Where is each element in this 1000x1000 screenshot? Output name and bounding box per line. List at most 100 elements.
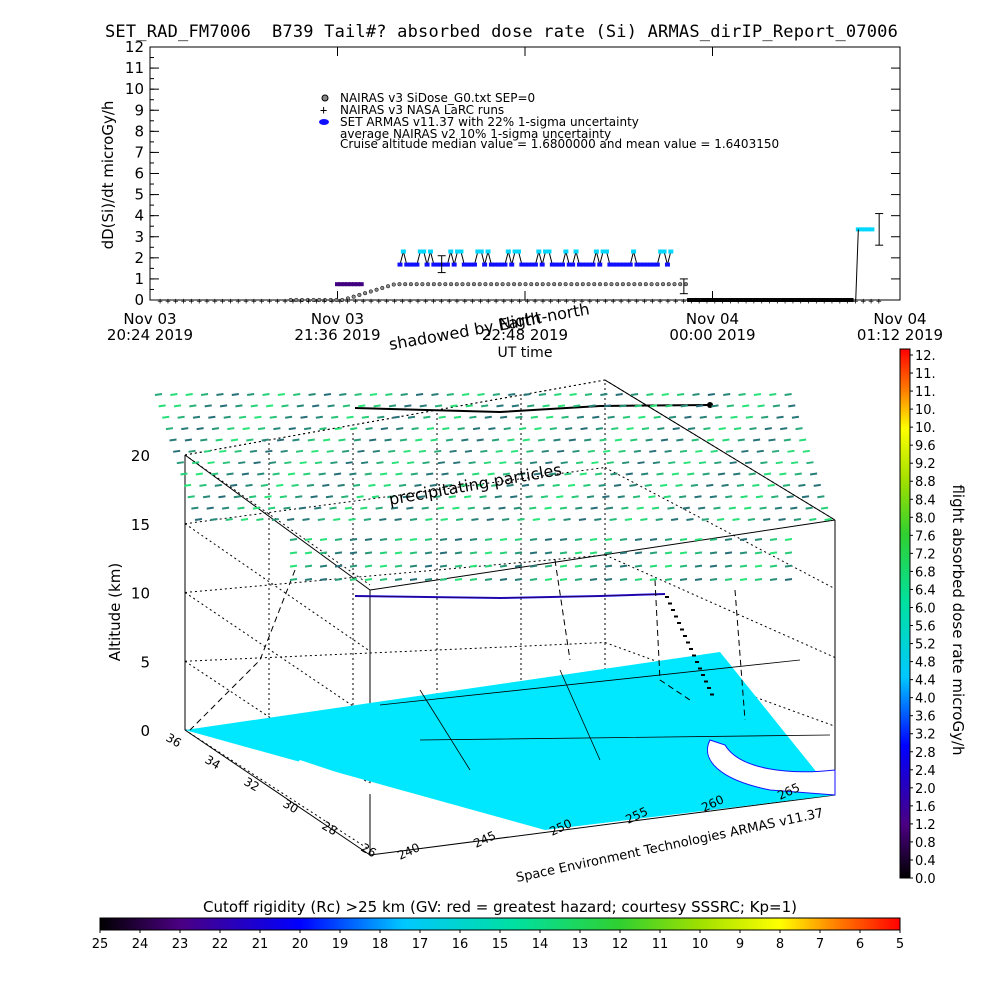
grid-line — [184, 467, 606, 525]
colorbar-right-tick-label: 4.8 — [915, 656, 936, 671]
particle-dash — [271, 518, 279, 521]
armas-point — [869, 227, 875, 232]
particle-dash — [695, 404, 704, 408]
armas-point — [549, 262, 555, 267]
particle-dash — [394, 551, 403, 555]
descent-point — [668, 602, 672, 605]
particle-dash — [334, 578, 343, 581]
particle-dash — [377, 415, 385, 419]
particle-dash — [206, 506, 214, 510]
armas-point — [768, 298, 773, 302]
particle-dash — [276, 438, 285, 442]
nairas-point — [368, 289, 373, 294]
descent-point — [677, 622, 681, 624]
y-axis-label: dD(Si)/dt microGy/h — [99, 101, 117, 250]
particle-dash — [480, 404, 489, 408]
particle-dash — [559, 551, 568, 555]
colorbar-bottom-tick-label: 11 — [652, 937, 669, 952]
particle-dash — [679, 449, 688, 453]
armas-point — [468, 262, 474, 267]
particle-dash — [364, 472, 372, 476]
nairas-point — [666, 282, 671, 287]
particle-dash — [590, 506, 598, 510]
armas-point — [404, 262, 410, 267]
armas-point — [697, 298, 702, 302]
particle-dash — [613, 483, 622, 487]
particle-dash — [495, 449, 503, 453]
x-tick-label: 21:36 2019 — [294, 326, 380, 344]
armas-point — [522, 262, 528, 267]
armas-point — [727, 298, 732, 302]
particle-dash — [663, 495, 671, 499]
nairas-point — [460, 282, 465, 287]
particle-dash — [441, 472, 449, 476]
particle-dash — [169, 438, 177, 442]
particle-dash — [437, 461, 446, 465]
particle-dash — [634, 538, 643, 541]
larc-point: + — [228, 297, 234, 307]
larc-point: + — [634, 297, 640, 307]
larc-point: + — [415, 297, 421, 307]
particle-dash — [602, 495, 610, 499]
larc-point: + — [681, 297, 687, 307]
particle-dash — [589, 564, 598, 568]
colorbar-bottom-tick-label: 13 — [572, 937, 589, 952]
particle-dash — [494, 495, 503, 499]
armas-point — [690, 298, 695, 302]
particle-dash — [439, 538, 448, 541]
particle-dash — [372, 449, 380, 453]
particle-dash — [293, 393, 301, 396]
armas-point — [431, 262, 437, 267]
particle-dash — [439, 564, 448, 568]
particle-dash — [455, 518, 464, 521]
particle-dash — [192, 461, 200, 465]
particle-dash — [426, 472, 434, 476]
larc-point: + — [267, 297, 273, 307]
particle-dash — [254, 415, 262, 419]
armas-point — [761, 298, 766, 302]
larc-point: + — [868, 297, 874, 307]
drop-line — [554, 559, 571, 661]
particle-dash — [303, 427, 312, 431]
particle-dash — [724, 564, 733, 568]
particle-dash — [514, 578, 523, 581]
particle-dash — [607, 415, 615, 419]
particle-dash — [610, 472, 618, 476]
armas-point — [664, 262, 670, 267]
x-tick-label: 01:12 2019 — [857, 326, 943, 344]
particle-dash — [453, 415, 462, 419]
particle-dash — [403, 449, 411, 453]
particle-dash — [784, 538, 793, 541]
particle-dash — [467, 506, 475, 510]
particle-dash — [691, 438, 699, 442]
colorbar-right-tick-label: 8.8 — [915, 475, 936, 490]
descent-point — [695, 661, 699, 663]
particle-dash — [472, 472, 480, 476]
colorbar-right-tick-label: 3.6 — [915, 710, 936, 725]
particle-dash — [791, 415, 800, 419]
particle-dash — [249, 495, 257, 499]
particle-dash — [664, 564, 673, 568]
particle-dash — [349, 551, 358, 555]
particle-dash — [724, 578, 733, 581]
particle-dash — [694, 495, 702, 499]
nairas-point — [471, 282, 477, 287]
legend-marker — [319, 119, 329, 125]
armas-point — [597, 262, 603, 267]
armas-point — [515, 249, 521, 254]
armas-point — [600, 249, 606, 254]
particle-dash — [235, 404, 243, 408]
x-tick-label: 22:48 2019 — [482, 326, 568, 344]
armas-point — [411, 262, 417, 267]
larc-point: + — [509, 297, 515, 307]
particle-dash — [365, 427, 373, 431]
nairas-point — [426, 282, 431, 287]
particle-dash — [454, 578, 463, 581]
particle-dash — [567, 483, 576, 487]
particle-dash — [338, 438, 346, 442]
armas-point — [444, 262, 450, 267]
particle-dash — [322, 438, 331, 442]
armas-point — [397, 262, 403, 267]
particle-dash — [575, 506, 583, 510]
